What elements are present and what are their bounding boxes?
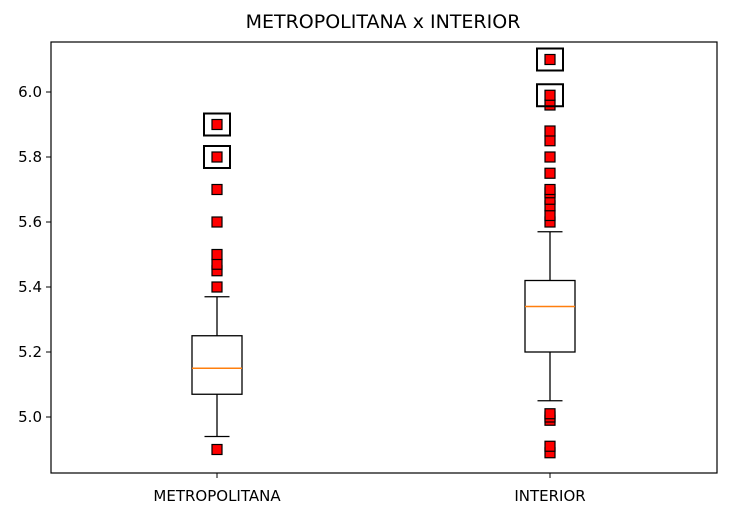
outlier-marker [211,281,223,293]
outlier-marker [544,183,556,196]
highlighted-outlier-box [536,83,564,108]
y-axis: 5.0 5.2 5.4 5.6 5.8 6.0 [18,83,51,426]
highlighted-outlier-box [536,47,564,72]
outlier-marker [544,440,556,452]
highlighted-outlier-box [203,112,231,137]
iqr-box [191,335,243,395]
y-tick-label: 5.2 [18,343,42,361]
outlier-marker [211,258,223,270]
y-tick-label: 5.6 [18,213,42,231]
box-group [191,112,243,456]
outlier-marker [211,118,223,131]
outlier-marker [544,209,556,222]
outlier-marker [544,151,556,163]
x-tick-label: INTERIOR [514,487,585,505]
y-tick-label: 5.4 [18,278,42,296]
outlier-marker [211,151,223,163]
outlier-marker [544,167,556,179]
outlier-marker [544,99,556,111]
outlier-marker [211,443,223,456]
outlier-marker [544,89,556,101]
outlier-marker [211,216,223,228]
outlier-marker [544,125,556,137]
outlier-marker [544,135,556,147]
iqr-box [524,279,576,353]
outlier-marker [211,248,223,261]
chart-title: METROPOLITANA x INTERIOR [246,11,521,33]
outlier-marker [544,408,556,420]
x-axis: METROPOLITANA INTERIOR [153,473,586,505]
plot-area [191,47,576,459]
x-tick-label: METROPOLITANA [153,487,281,505]
outlier-marker [544,53,556,66]
y-tick-label: 5.8 [18,148,42,166]
outlier-marker [211,183,223,196]
y-tick-label: 5.0 [18,408,42,426]
box-group [524,47,576,459]
plot-frame [50,41,718,474]
y-tick-label: 6.0 [18,83,42,101]
highlighted-outlier-box [203,145,231,169]
